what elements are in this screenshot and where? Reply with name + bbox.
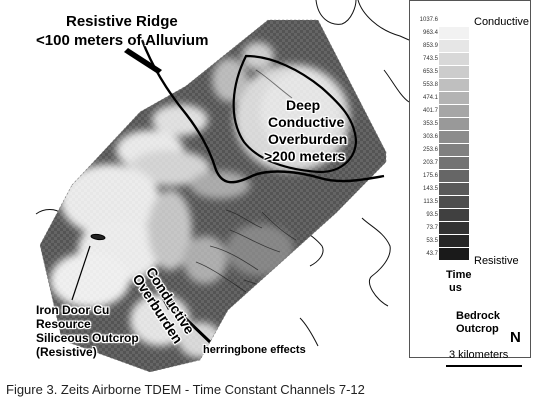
- scale-tick-label: 353.5: [422, 121, 438, 127]
- iron-door-resource-marker: [90, 233, 106, 241]
- scale-tick-label: 653.5: [422, 69, 438, 75]
- scale-swatch: [439, 14, 469, 27]
- scale-tick-label: 143.5: [422, 186, 438, 192]
- deep-label-2: Conductive: [268, 114, 345, 130]
- scale-tick-label: 93.5: [426, 212, 438, 218]
- scale-tick-label: 303.6: [422, 134, 438, 140]
- deep-label-1: Deep: [286, 97, 321, 113]
- scale-swatch: [439, 170, 469, 183]
- scale-swatch: [439, 248, 469, 261]
- scale-swatch: [439, 222, 469, 235]
- iron-door-label-4: (Resistive): [36, 345, 97, 359]
- scale-tick-label: 553.8: [422, 82, 438, 88]
- scale-tick-label: 853.9: [422, 43, 438, 49]
- herringbone-label: herringbone effects: [203, 344, 306, 356]
- scale-tick-label: 73.7: [426, 225, 438, 231]
- scale-swatch: [439, 144, 469, 157]
- legend-panel: [409, 0, 531, 358]
- legend-units-time: Time: [446, 269, 472, 281]
- scale-tick-label: 1037.6: [419, 17, 438, 23]
- scale-tick-label: 113.5: [423, 199, 438, 205]
- iron-door-label-2: Resource: [36, 317, 91, 331]
- ridge-arrow: [124, 48, 162, 74]
- bedrock-label-2: Outcrop: [456, 323, 499, 335]
- herringbone-arrow-shaft: [164, 298, 212, 344]
- scale-swatch: [439, 53, 469, 66]
- iron-door-label-1: Iron Door Cu: [36, 303, 110, 317]
- ridge-subtitle: <100 meters of Alluvium: [36, 32, 209, 49]
- scale-tick-label: 253.6: [422, 147, 438, 153]
- legend-resistive-label: Resistive: [474, 255, 519, 267]
- scale-tick-label: 963.4: [422, 30, 438, 36]
- scale-swatch: [439, 183, 469, 196]
- ridge-title: Resistive Ridge: [66, 13, 178, 30]
- north-label: N: [510, 329, 521, 346]
- legend-units-us: us: [449, 282, 462, 294]
- herringbone-arrow-head: [158, 292, 176, 310]
- scale-swatch: [439, 40, 469, 53]
- deep-label-4: >200 meters: [264, 148, 346, 164]
- bedrock-label-1: Bedrock: [456, 310, 501, 322]
- scale-tick-label: 743.5: [422, 56, 438, 62]
- figure-caption: Figure 3. Zeits Airborne TDEM - Time Con…: [6, 382, 365, 397]
- scale-swatch: [439, 131, 469, 144]
- scale-tick-label: 401.7: [422, 108, 438, 114]
- scale-swatch: [439, 66, 469, 79]
- scale-tick-label: 203.7: [422, 160, 438, 166]
- scale-tick-label: 474.1: [422, 95, 438, 101]
- scale-swatch: [439, 79, 469, 92]
- scale-swatch: [439, 235, 469, 248]
- scale-swatch: [439, 92, 469, 105]
- scale-tick-label: 43.7: [426, 251, 438, 257]
- scale-swatch: [439, 105, 469, 118]
- survey-boundary: [39, 19, 387, 373]
- scale-tick-label: 53.5: [426, 238, 438, 244]
- scale-swatch: [439, 196, 469, 209]
- scale-swatch: [439, 27, 469, 40]
- scale-swatch: [439, 209, 469, 222]
- scale-swatch: [439, 118, 469, 131]
- iron-door-label-3: Siliceous Outcrop: [36, 331, 139, 345]
- ridge-fault-line: [140, 39, 385, 184]
- scale-label: 3 kilometers: [449, 349, 509, 361]
- legend-conductive-label: Conductive: [474, 16, 530, 28]
- scale-swatch: [439, 157, 469, 170]
- scale-tick-label: 175.6: [422, 173, 438, 179]
- iron-door-pointer: [71, 245, 91, 301]
- deep-overburden-boundary: [232, 54, 358, 174]
- deep-label-3: Overburden: [268, 131, 348, 147]
